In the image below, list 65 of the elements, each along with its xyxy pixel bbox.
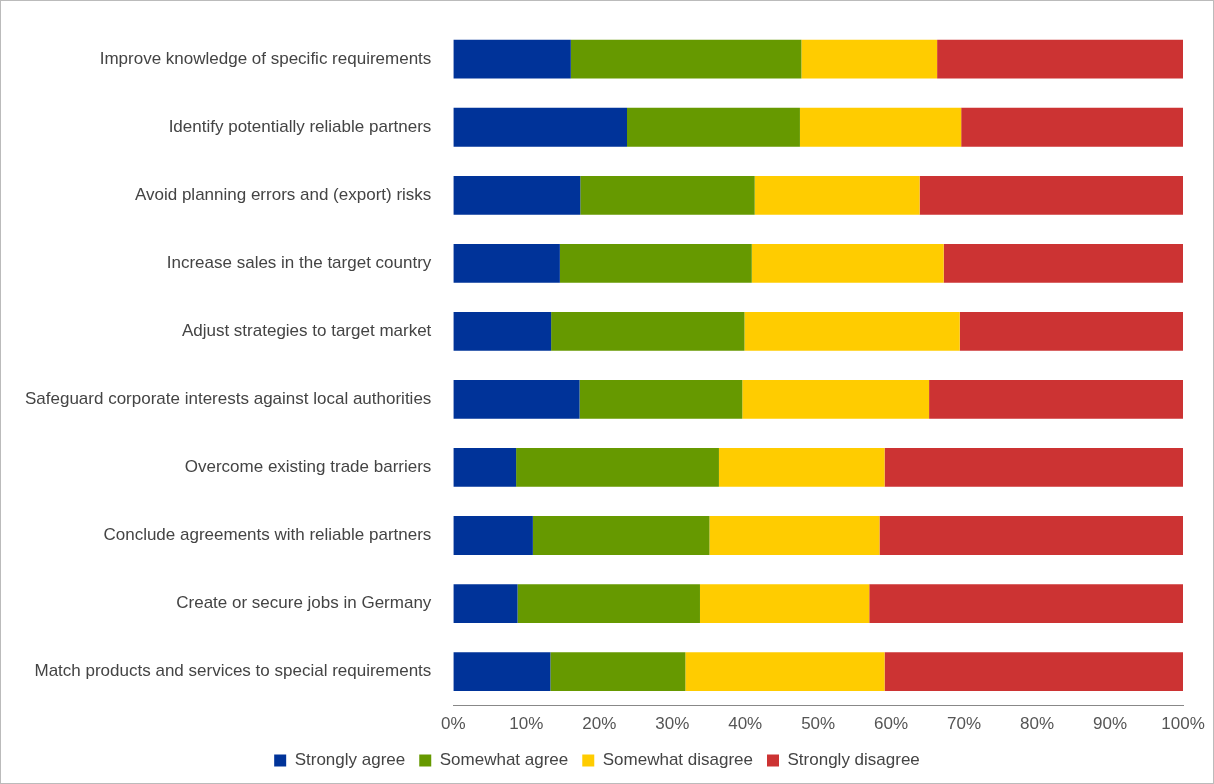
bar [869,584,1183,623]
bar [943,243,1183,283]
bar [453,516,533,555]
x-tick-label: 30% [655,714,690,734]
bar [718,448,885,487]
bar [453,107,628,147]
bar [919,175,1183,215]
bar [742,380,930,419]
bar [699,584,870,623]
y-tick-label: Match products and services to special requirements [34,661,432,681]
x-tick-label: 100% [1161,714,1205,734]
legend-label: Strongly disagree [787,750,920,770]
bar [937,39,1183,79]
y-tick-label: Conclude agreements with reliable partners [103,525,432,545]
bar [799,107,962,147]
x-tick-label: 70% [947,714,982,734]
bar [453,39,571,79]
y-tick-label: Avoid planning errors and (export) risks [134,184,432,204]
x-tick-label: 20% [582,714,617,734]
legend-label: Strongly agree [294,750,406,770]
bar [801,39,938,79]
bar [570,39,802,79]
bar [550,652,686,691]
y-tick-label: Improve knowledge of specific requirements [99,48,432,68]
bar [929,380,1183,419]
y-tick-label: Create or secure jobs in Germany [176,593,432,613]
bar [559,243,752,283]
legend-label: Somewhat agree [439,750,569,770]
x-tick-label: 80% [1020,714,1055,734]
bar [751,243,944,283]
bar [453,652,551,691]
legend-label: Somewhat disagree [602,750,754,770]
y-tick-label: Safeguard corporate interests against local authorities [24,389,432,409]
bar [532,516,710,555]
y-tick-label: Overcome existing trade barriers [184,457,432,477]
y-tick-label: Increase sales in the target country [166,253,432,273]
x-tick-label: 10% [509,714,544,734]
x-tick-label: 0% [441,714,466,734]
bar [580,175,755,215]
bar [961,107,1183,147]
x-tick-label: 90% [1093,714,1128,734]
bar [453,175,581,215]
bar [709,516,880,555]
bar [879,516,1183,555]
bar [453,243,560,283]
x-tick-label: 60% [874,714,909,734]
bar [627,107,800,147]
y-tick-label: Adjust strategies to target market [181,321,432,341]
bar [453,584,518,623]
bar [754,175,920,215]
y-tick-label: Identify potentially reliable partners [168,116,432,136]
bar [744,311,960,351]
bar [685,652,885,691]
bar [453,448,517,487]
bar [884,448,1183,487]
bar [551,311,745,351]
bar [959,311,1183,351]
bar [453,380,580,419]
x-tick-label: 40% [728,714,763,734]
bar [517,584,700,623]
bar [884,652,1183,691]
bar [516,448,719,487]
x-tick-label: 50% [801,714,836,734]
bar [453,311,552,351]
bar [579,380,743,419]
